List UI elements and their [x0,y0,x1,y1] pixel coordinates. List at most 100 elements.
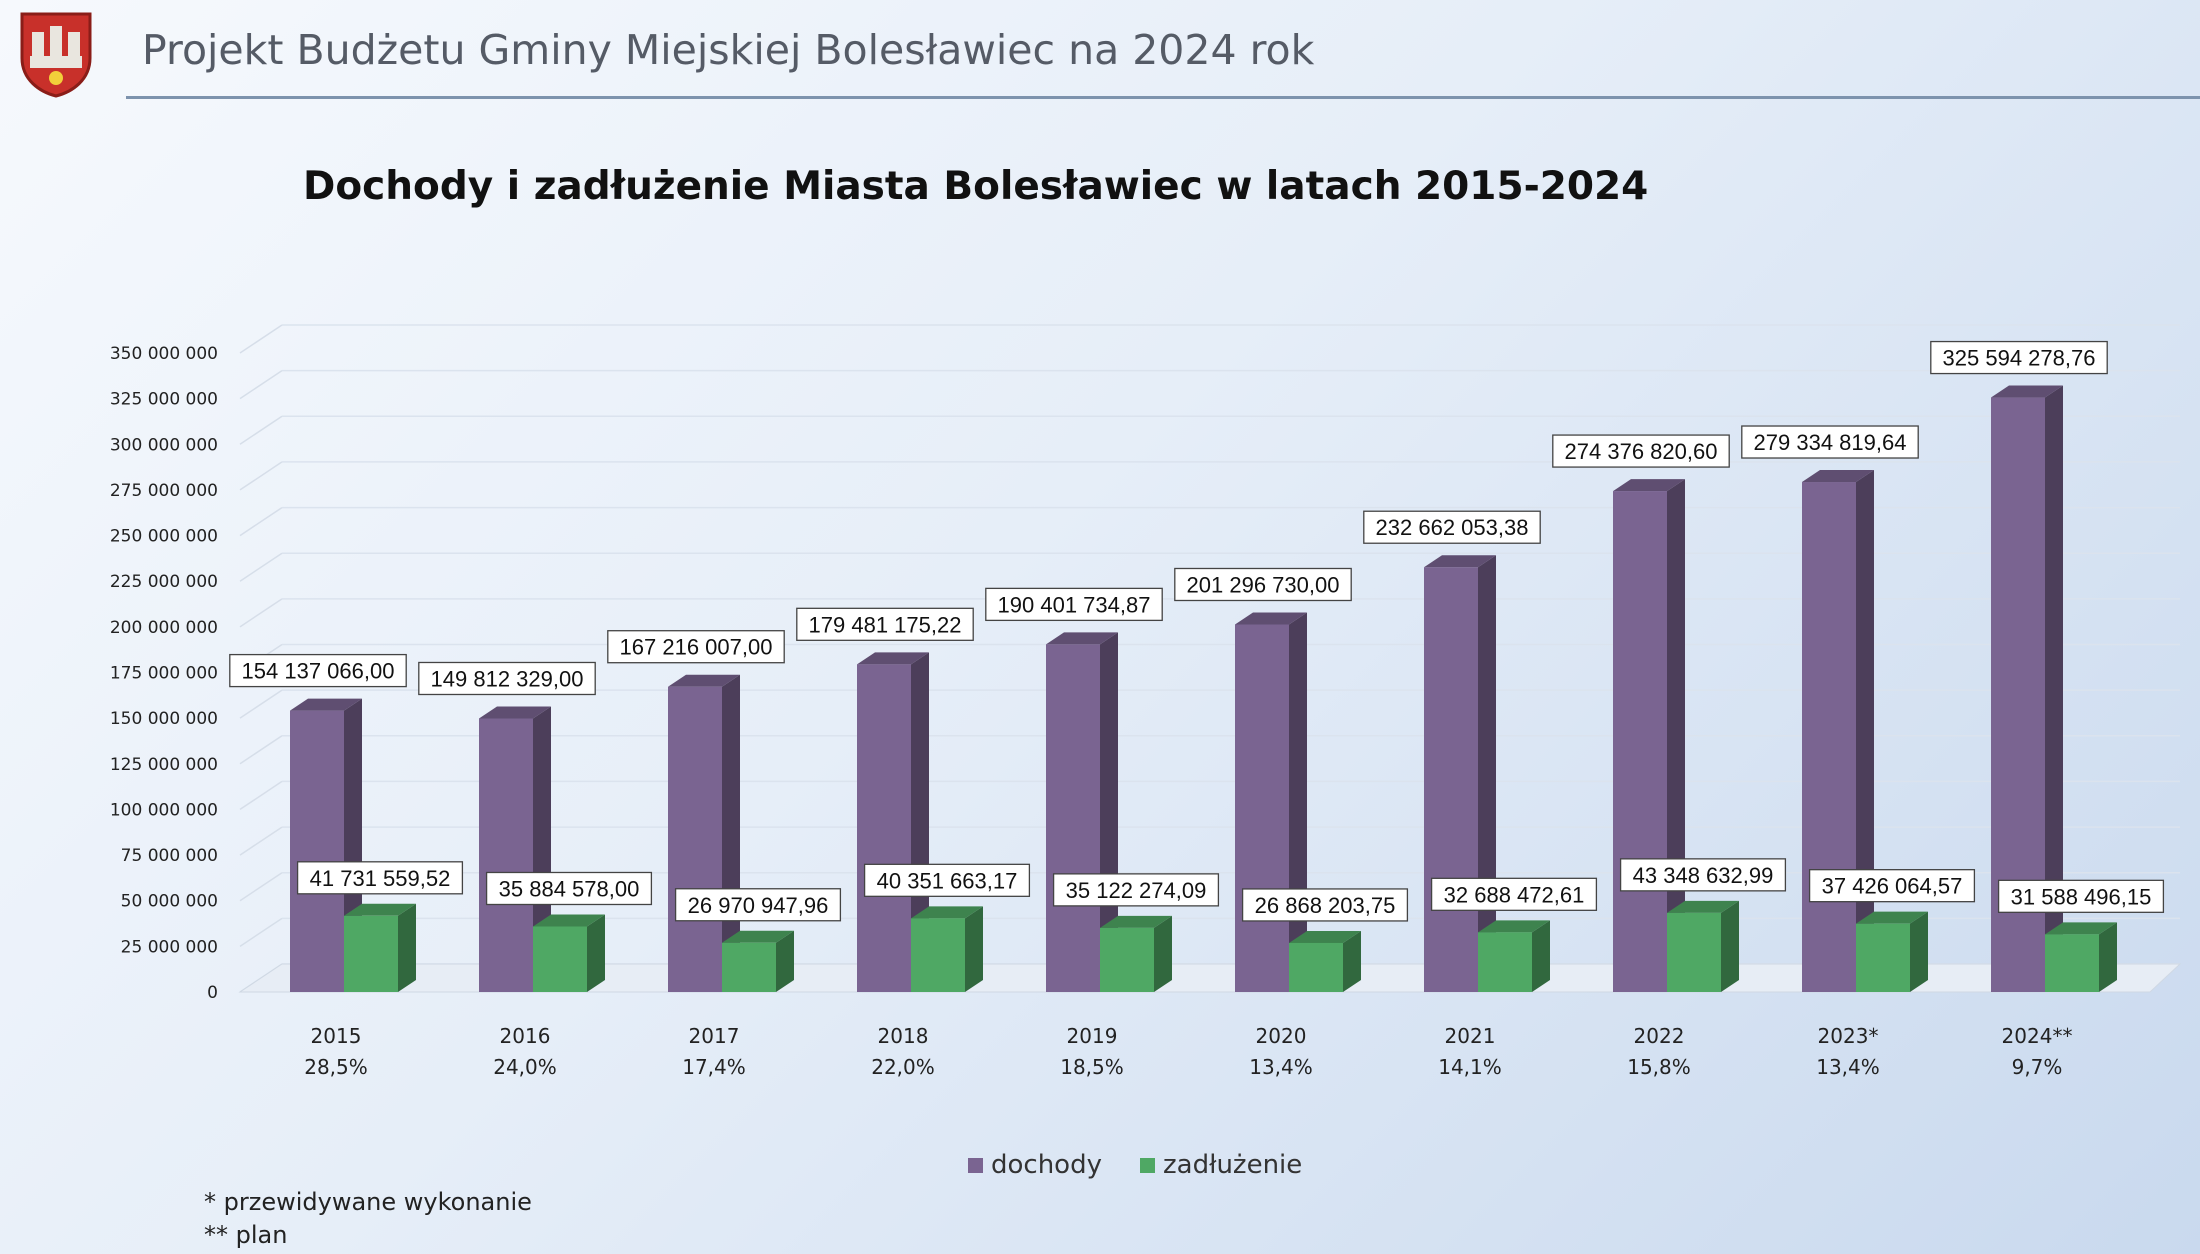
bar-zadluzenie-6-front [1478,932,1532,992]
data-label-zadluzenie-7-text: 43 348 632,99 [1633,863,1774,888]
y-tick-label: 125 000 000 [110,755,218,775]
footnotes: * przewidywane wykonanie ** plan [204,1186,532,1252]
bar-zadluzenie-9 [2045,922,2117,992]
gridline-slant [239,552,283,582]
data-label-dochody-2: 167 216 007,00 [607,630,785,664]
data-label-zadluzenie-5-box [1241,888,1409,922]
bar-zadluzenie-6-side [1532,920,1550,992]
bar-zadluzenie-4-front [1100,927,1154,992]
bar-dochody-6-front [1424,567,1478,992]
data-label-dochody-9-text: 325 594 278,76 [1943,346,2096,371]
data-label-zadluzenie-8-box [1808,869,1976,903]
bar-dochody-5-top [1235,612,1307,625]
bar-zadluzenie-4-top [1100,915,1172,928]
x-category-label: 2023* [1818,1024,1879,1048]
data-label-dochody-1-text: 149 812 329,00 [431,666,584,691]
bar-dochody-3 [857,652,929,992]
data-label-zadluzenie-1-text: 35 884 578,00 [499,876,640,901]
data-label-dochody-6-box [1363,510,1541,544]
gridline-slant [239,780,283,811]
data-label-zadluzenie-8: 37 426 064,57 [1808,869,1976,903]
bar-zadluzenie-8 [1856,911,1928,992]
bar-zadluzenie-2 [722,930,794,992]
y-tick-label: 100 000 000 [110,800,218,820]
data-label-dochody-3-text: 179 481 175,22 [809,612,962,637]
y-tick-label: 200 000 000 [110,618,218,638]
data-label-dochody-0-text: 154 137 066,00 [242,659,395,684]
data-label-zadluzenie-2-text: 26 970 947,96 [688,893,829,918]
gridline-slant [239,415,283,445]
bar-dochody-5 [1235,612,1307,992]
x-category-label: 2015 [311,1024,362,1048]
bar-zadluzenie-1-front [533,926,587,992]
bar-zadluzenie-5-side [1343,930,1361,992]
bar-zadluzenie-8-side [1910,911,1928,992]
x-category-label: 2017 [689,1024,740,1048]
bar-zadluzenie-0 [344,903,416,992]
bar-dochody-6-top [1424,555,1496,568]
footnote-plan: ** plan [204,1221,288,1249]
data-label-dochody-4-box [985,587,1163,622]
gridline-slant [239,324,283,354]
x-category-sublabel: 28,5% [304,1055,368,1079]
bar-zadluzenie-9-front [2045,934,2099,992]
data-label-zadluzenie-5-text: 26 868 203,75 [1255,893,1396,918]
bar-dochody-9-side [2045,385,2063,992]
data-label-zadluzenie-3-box [863,863,1031,897]
chart-legend: dochody zadłużenie [968,1150,1302,1180]
data-label-dochody-3-box [796,607,974,641]
bar-zadluzenie-6-top [1478,920,1550,933]
data-label-dochody-3: 179 481 175,22 [796,607,974,641]
x-category-label: 2019 [1067,1024,1118,1048]
data-label-zadluzenie-0-text: 41 731 559,52 [310,866,451,891]
bar-zadluzenie-1 [533,914,605,992]
y-tick-label: 50 000 000 [121,892,218,912]
data-label-dochody-7: 274 376 820,60 [1552,434,1730,468]
y-tick-label: 25 000 000 [121,937,218,957]
bar-zadluzenie-2-top [722,930,794,943]
gridline-slant [239,872,283,902]
data-label-dochody-9: 325 594 278,76 [1930,340,2108,375]
legend-swatch-dochody [968,1157,983,1173]
chart-title: Dochody i zadłużenie Miasta Bolesławiec … [303,164,1649,209]
bar-zadluzenie-7-side [1721,900,1739,992]
gridline-slant [239,689,283,719]
y-tick-label: 275 000 000 [110,481,218,501]
gridline-slant [239,370,283,400]
bar-zadluzenie-3-top [911,906,983,919]
data-label-dochody-0-box [229,653,407,688]
data-label-zadluzenie-9-text: 31 588 496,15 [2011,884,2152,909]
x-category-sublabel: 18,5% [1060,1055,1124,1079]
bar-dochody-8-front [1802,482,1856,992]
data-label-dochody-5-text: 201 296 730,00 [1187,572,1340,597]
data-label-dochody-4-text: 190 401 734,87 [998,592,1151,617]
bar-dochody-5-front [1235,624,1289,992]
data-label-zadluzenie-1: 35 884 578,00 [485,871,653,906]
bar-dochody-0-front [290,710,344,992]
data-label-dochody-8: 279 334 819,64 [1741,425,1919,459]
gridline-slant [239,826,283,856]
data-label-zadluzenie-1-box [485,871,653,906]
bar-dochody-3-top [857,652,929,665]
data-label-zadluzenie-6: 32 688 472,61 [1430,877,1598,911]
bar-zadluzenie-3-side [965,906,983,992]
x-category-sublabel: 24,0% [493,1055,557,1079]
gridline-slant [239,917,283,947]
bar-dochody-8-side [1856,470,1874,993]
bar-dochody-7-front [1613,491,1667,992]
y-tick-label: 225 000 000 [110,572,218,592]
legend-item-dochody: dochody [968,1150,1102,1180]
data-label-zadluzenie-3: 40 351 663,17 [863,863,1031,897]
data-label-dochody-5-box [1174,567,1352,602]
data-label-dochody-9-box [1930,340,2108,375]
x-category-label: 2022 [1634,1024,1685,1048]
data-label-dochody-8-text: 279 334 819,64 [1754,430,1907,455]
bar-zadluzenie-8-front [1856,923,1910,992]
y-tick-label: 150 000 000 [110,709,218,729]
bar-dochody-1-top [479,706,551,719]
bar-dochody-7-top [1613,479,1685,492]
data-label-zadluzenie-3-text: 40 351 663,17 [877,868,1018,893]
footnote-estimate: * przewidywane wykonanie [204,1188,532,1216]
x-category-sublabel: 17,4% [682,1055,746,1079]
